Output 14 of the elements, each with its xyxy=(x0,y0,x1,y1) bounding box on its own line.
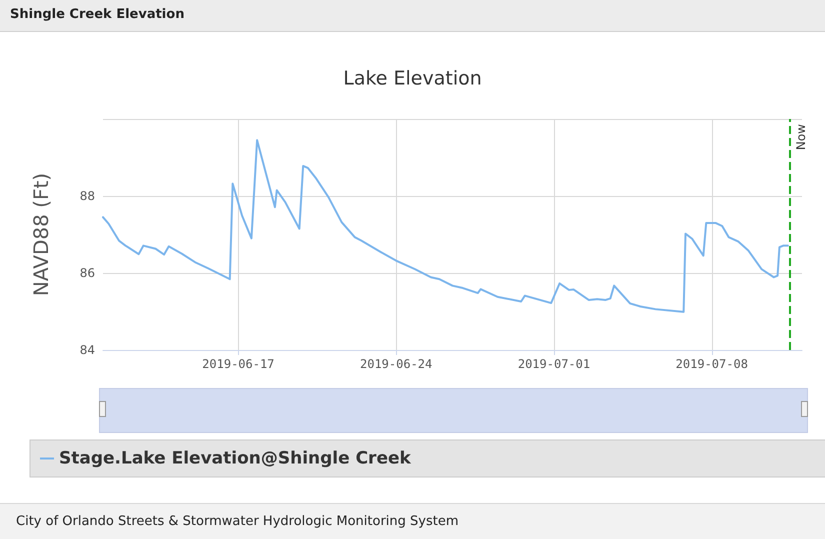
legend-label: Stage.Lake Elevation@Shingle Creek xyxy=(59,448,412,468)
chart-title: Lake Elevation xyxy=(343,68,482,90)
y-tick-label: 86 xyxy=(80,266,95,280)
x-tick-label: 2019-07-01 xyxy=(518,357,590,371)
ref-line-label: Now xyxy=(794,124,808,150)
x-tick-label: 2019-06-24 xyxy=(360,357,432,371)
text: City of Orlando Streets & Stormwater Hydrologic Monitoring System xyxy=(0,503,825,539)
y-axis-title: NAVD88 (Ft) xyxy=(29,172,53,296)
y-tick-label: 88 xyxy=(80,189,95,203)
x-tick-label: 2019-06-17 xyxy=(202,357,274,371)
line-series xyxy=(102,139,789,313)
text: Shingle Creek Elevation xyxy=(0,0,825,32)
y-tick-label: 84 xyxy=(80,343,95,357)
x-tick-label: 2019-07-08 xyxy=(676,357,748,371)
